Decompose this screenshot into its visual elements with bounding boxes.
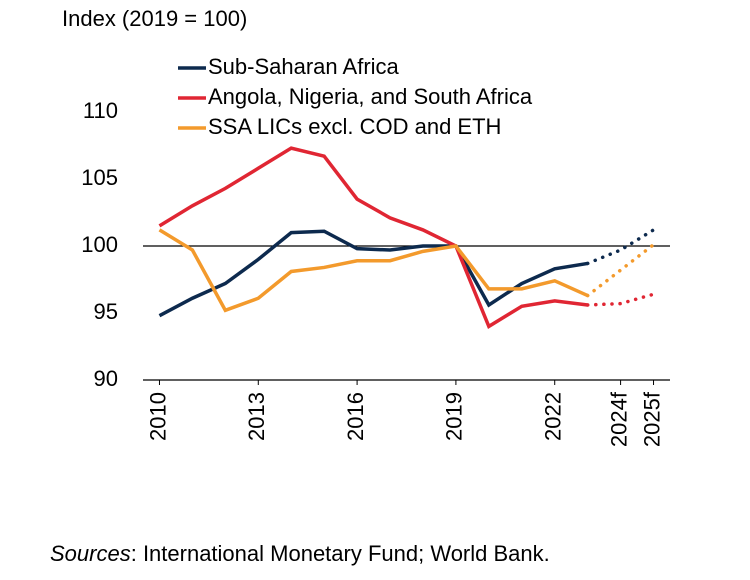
source-text: : International Monetary Fund; World Ban… — [131, 541, 550, 566]
forecast-line — [585, 292, 656, 307]
y-tick-label: 95 — [94, 299, 118, 324]
forecast-line — [585, 242, 656, 298]
source: Sources: International Monetary Fund; Wo… — [50, 541, 550, 566]
x-tick-label: 2019 — [442, 392, 467, 441]
x-tick-label: 2024f — [606, 391, 631, 447]
series-line — [158, 228, 589, 313]
y-axis-label: Index (2019 = 100) — [62, 6, 247, 31]
x-tick-label: 2025f — [639, 391, 664, 447]
source-label: Sources — [50, 541, 131, 566]
legend-label: SSA LICs excl. COD and ETH — [208, 114, 501, 139]
y-tick-label: 110 — [83, 98, 118, 123]
x-tick-label: 2022 — [541, 392, 566, 441]
series-line — [158, 146, 588, 329]
y-tick-label: 100 — [81, 232, 118, 257]
x-tick-label: 2016 — [343, 392, 368, 441]
forecast-line — [585, 228, 656, 266]
x-tick-label: 2010 — [145, 392, 170, 441]
legend-label: Sub-Saharan Africa — [208, 54, 400, 79]
series-line — [158, 229, 588, 318]
x-tick-label: 2013 — [244, 392, 269, 441]
y-tick-label: 90 — [94, 366, 118, 391]
y-tick-label: 105 — [81, 165, 118, 190]
legend-label: Angola, Nigeria, and South Africa — [208, 84, 533, 109]
